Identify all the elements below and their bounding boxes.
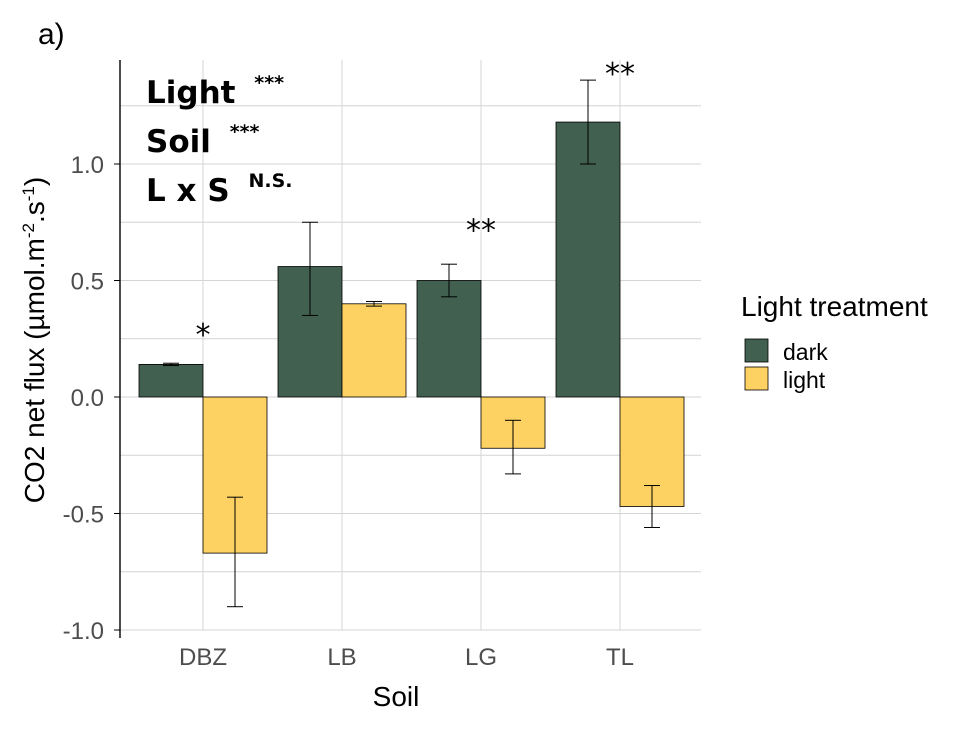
bar-dark-lg: [416, 280, 482, 398]
legend-label-light: light: [783, 367, 826, 393]
stat-soil-sup: ***: [230, 121, 260, 143]
errorbar-layer: [163, 79, 660, 608]
y-axis-title-sup1: -2: [19, 223, 38, 238]
x-tick-label-lg: LG: [465, 644, 497, 671]
stat-interaction-label: L x S: [146, 173, 230, 209]
bar-dark-dbz: [138, 363, 204, 398]
y-axis-title-mid: .s: [19, 201, 50, 223]
bar-light-lb: [341, 303, 407, 398]
y-tick-label: -1.0: [63, 618, 104, 645]
y-tick-label: 1.0: [71, 152, 104, 179]
legend-swatch-dark: [744, 338, 769, 363]
stats-block: Light *** Soil *** L x S N.S.: [146, 72, 293, 209]
legend: Light treatment dark light: [741, 291, 928, 393]
y-tick-label: 0.5: [71, 269, 104, 296]
y-axis-title-end: ): [19, 177, 50, 186]
bar-layer: [138, 121, 685, 554]
x-tick-label-lb: LB: [327, 644, 356, 671]
stat-light: Light ***: [146, 72, 284, 111]
y-tick-label: 0.0: [71, 385, 104, 412]
y-axis-title-sup2: -1: [19, 186, 38, 201]
panel-label: a): [38, 18, 65, 51]
stat-light-label: Light: [146, 75, 236, 111]
legend-swatch-light: [744, 366, 769, 391]
x-axis-title: Soil: [373, 681, 420, 712]
stat-interaction: L x S N.S.: [146, 170, 293, 209]
significance-tl: **: [605, 57, 635, 92]
x-tick-label-tl: TL: [606, 644, 634, 671]
significance-lg: **: [466, 213, 496, 248]
stat-soil-label: Soil: [146, 124, 211, 160]
bar-dark-tl: [555, 121, 621, 398]
significance-layer: *****: [196, 57, 636, 353]
y-axis-title-main: CO2 net flux (µmol.m: [19, 238, 50, 503]
y-axis-title: CO2 net flux (µmol.m-2.s-1): [19, 177, 50, 503]
y-tick-label: -0.5: [63, 502, 104, 529]
stat-interaction-sup: N.S.: [248, 170, 292, 192]
x-tick-label-dbz: DBZ: [179, 644, 227, 671]
legend-label-dark: dark: [783, 339, 828, 365]
significance-dbz: *: [196, 318, 211, 353]
stat-light-sup: ***: [254, 72, 284, 94]
stat-soil: Soil ***: [146, 121, 260, 160]
legend-title: Light treatment: [741, 291, 928, 322]
axis-layer: -1.0 -0.5 0.0 0.5 1.0 DBZ LB LG TL: [63, 60, 634, 671]
